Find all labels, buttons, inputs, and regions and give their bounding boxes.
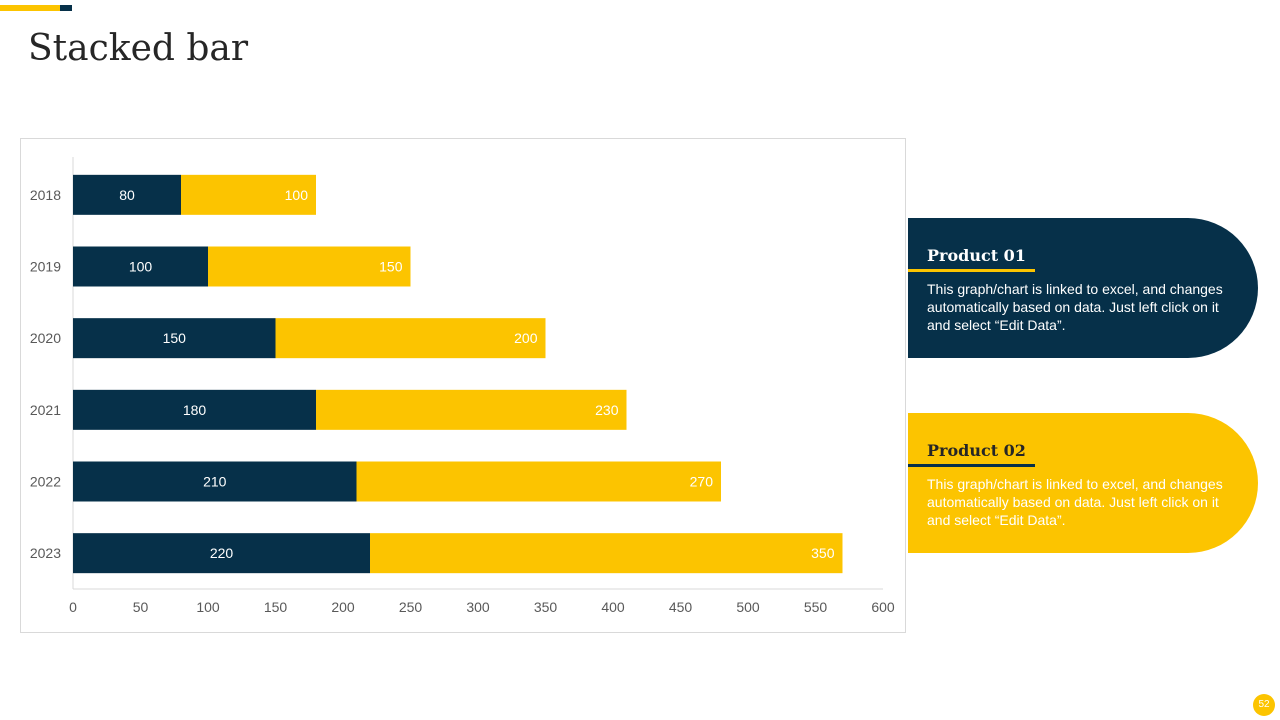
product-01-card: Product 01 This graph/chart is linked to…: [908, 218, 1258, 358]
x-tick-label: 150: [264, 599, 288, 615]
data-label: 220: [210, 545, 234, 561]
bar-segment-product-01: [73, 461, 357, 502]
product-02-underline: [908, 464, 1035, 467]
accent-bar-yellow: [0, 5, 60, 11]
y-tick-label: 2021: [30, 402, 61, 418]
data-label: 200: [514, 330, 538, 346]
data-label: 230: [595, 402, 619, 418]
x-tick-label: 200: [331, 599, 355, 615]
x-tick-label: 50: [133, 599, 149, 615]
bar-segment-product-02: [208, 246, 411, 287]
y-tick-label: 2020: [30, 330, 61, 346]
bar-segment-product-01: [73, 533, 370, 574]
product-02-title: Product 02: [927, 441, 1026, 460]
page-number: 52: [1253, 694, 1275, 716]
data-label: 150: [163, 330, 187, 346]
product-02-card: Product 02 This graph/chart is linked to…: [908, 413, 1258, 553]
bar-segment-product-02: [316, 389, 627, 430]
data-label: 350: [811, 545, 835, 561]
y-tick-label: 2022: [30, 474, 61, 490]
product-01-underline: [908, 269, 1035, 272]
data-label: 180: [183, 402, 207, 418]
bar-segment-product-02: [275, 318, 546, 359]
data-label: 210: [203, 474, 227, 490]
x-tick-label: 300: [466, 599, 490, 615]
x-tick-label: 450: [669, 599, 693, 615]
data-label: 100: [285, 187, 309, 203]
bar-segment-product-02: [370, 533, 843, 574]
x-tick-label: 250: [399, 599, 423, 615]
x-tick-label: 100: [196, 599, 220, 615]
product-01-description: This graph/chart is linked to excel, and…: [927, 281, 1223, 333]
product-01-title: Product 01: [927, 246, 1026, 265]
bar-segment-product-02: [181, 174, 316, 215]
x-tick-label: 600: [871, 599, 895, 615]
x-tick-label: 0: [69, 599, 77, 615]
bar-segment-product-01: [73, 389, 316, 430]
x-tick-label: 400: [601, 599, 625, 615]
data-label: 100: [129, 259, 153, 275]
data-label: 270: [690, 474, 714, 490]
bar-segment-product-02: [356, 461, 721, 502]
y-tick-label: 2023: [30, 545, 61, 561]
stacked-bar-chart[interactable]: 0 50 100 150 200 250 300 350 400 450 500 550 600 2018…: [20, 138, 906, 633]
bar-segment-product-01: [73, 174, 181, 215]
chart-svg: 0 50 100 150 200 250 300 350 400 450 500 550 600 2018…: [30, 157, 895, 615]
data-label: 80: [119, 187, 135, 203]
data-label: 150: [379, 259, 403, 275]
x-tick-label: 550: [804, 599, 828, 615]
product-02-description: This graph/chart is linked to excel, and…: [927, 476, 1223, 528]
x-tick-label: 350: [534, 599, 558, 615]
y-tick-label: 2018: [30, 187, 61, 203]
slide-title: Stacked bar: [28, 28, 249, 69]
x-tick-label: 500: [736, 599, 760, 615]
accent-bar-navy: [60, 5, 72, 11]
bar-segment-product-01: [73, 246, 208, 287]
bar-segment-product-01: [73, 318, 276, 359]
y-tick-label: 2019: [30, 259, 61, 275]
